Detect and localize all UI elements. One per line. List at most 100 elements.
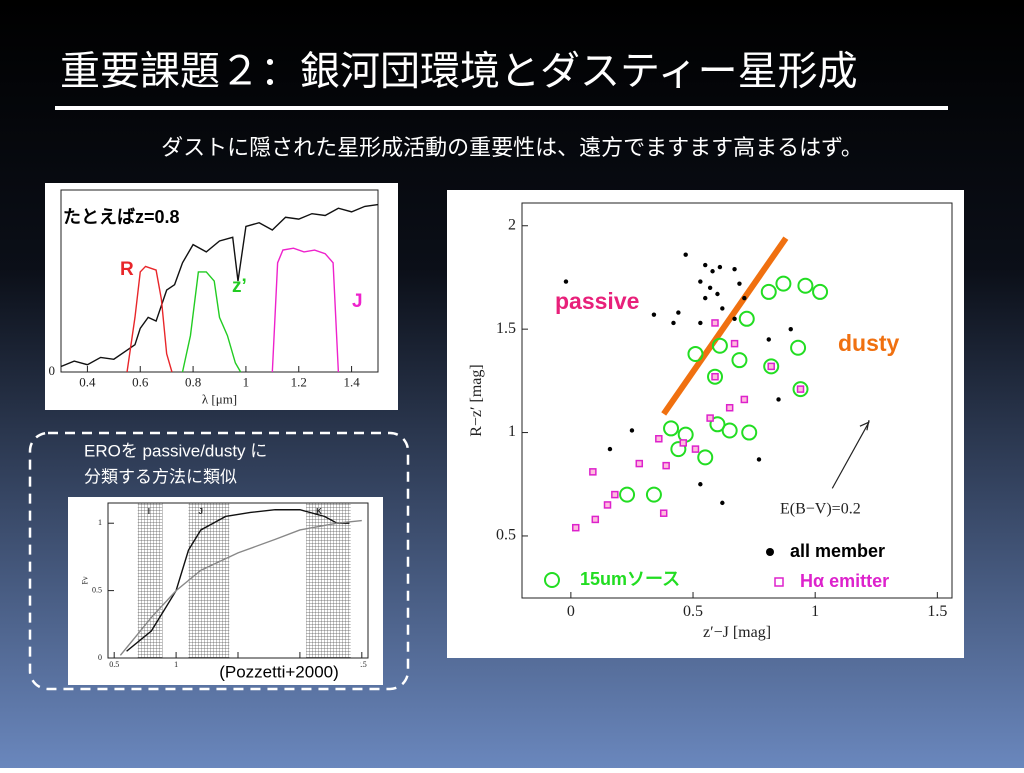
point <box>737 281 742 286</box>
annotation: たとえばz=0.8 <box>63 207 180 227</box>
point <box>711 337 728 354</box>
x-tick-label: 1.4 <box>343 375 360 390</box>
chart-panel <box>447 190 964 658</box>
annotation: dusty <box>838 330 900 356</box>
line <box>181 271 242 373</box>
x-tick-label: 0.5 <box>683 603 703 620</box>
point <box>607 446 613 452</box>
y-tick-label: 1 <box>508 423 516 440</box>
point <box>711 319 719 327</box>
point <box>683 252 688 257</box>
point <box>619 486 636 503</box>
point <box>792 381 809 398</box>
y-tick-label: 0 <box>49 363 56 378</box>
point <box>721 422 738 439</box>
point <box>703 262 708 268</box>
y-axis-label: Fν <box>80 576 89 584</box>
point <box>698 320 703 326</box>
point <box>710 269 715 274</box>
point <box>662 461 670 470</box>
source: (Pozzetti+2000) <box>219 662 339 681</box>
point <box>589 468 597 476</box>
divider <box>661 236 789 416</box>
x-tick-label: 0.8 <box>185 375 201 390</box>
line <box>60 203 379 368</box>
point <box>659 509 668 517</box>
point <box>766 337 771 342</box>
point <box>740 395 749 404</box>
band-label: I <box>148 507 150 516</box>
point <box>796 385 805 393</box>
y-tick-label: 0 <box>98 653 102 662</box>
line <box>126 265 173 373</box>
point <box>738 310 755 327</box>
plot-frame <box>60 189 379 373</box>
point <box>707 285 713 290</box>
point <box>731 352 748 369</box>
point <box>698 279 703 284</box>
point <box>717 264 723 270</box>
arrow-head <box>859 420 870 431</box>
point <box>730 339 739 348</box>
point <box>812 283 829 300</box>
annotation: E(B−V)=0.2 <box>780 501 861 518</box>
point <box>756 457 762 462</box>
legend-marker <box>544 572 560 588</box>
x-tick-label: 1 <box>811 603 819 620</box>
y-tick-label: 1.5 <box>496 320 516 337</box>
note-line: EROを passive/dusty に <box>84 441 267 460</box>
point <box>697 449 714 466</box>
point <box>788 326 793 332</box>
source-bg <box>198 661 360 685</box>
y-axis-label: R−z′ [mag] <box>468 364 485 437</box>
point <box>707 368 724 385</box>
point <box>651 312 657 317</box>
point <box>663 420 680 437</box>
x-axis-label: z′−J [mag] <box>703 624 771 641</box>
point <box>611 490 619 499</box>
point <box>591 515 600 524</box>
legend-label: J <box>352 291 363 312</box>
band <box>188 503 230 658</box>
point <box>679 439 687 447</box>
note-line: 分類する方法に類似 <box>84 467 237 486</box>
y-tick-label: 2 <box>508 216 516 233</box>
point <box>645 486 662 503</box>
x-tick-label: 0.5 <box>109 660 119 669</box>
y-tick-label: 0.5 <box>496 527 516 544</box>
arrow <box>831 421 870 489</box>
point <box>720 306 725 311</box>
legend-label: R <box>120 259 134 280</box>
note-box <box>28 431 410 691</box>
band-label: J <box>198 507 202 516</box>
legend-label: all member <box>790 541 885 561</box>
point <box>741 424 758 441</box>
plot-frame <box>521 202 953 599</box>
y-tick-label: 1 <box>98 518 102 527</box>
point <box>763 358 780 375</box>
point <box>732 316 737 322</box>
point <box>655 435 663 443</box>
point <box>776 397 781 402</box>
x-tick-label: 0.6 <box>132 375 149 390</box>
point <box>629 428 635 433</box>
point <box>698 482 703 487</box>
point <box>797 277 814 294</box>
legend-marker <box>774 577 784 587</box>
point <box>635 459 644 468</box>
x-tick-label: 1 <box>174 660 178 669</box>
annotation: passive <box>555 288 639 314</box>
point <box>767 362 775 371</box>
point <box>732 266 737 272</box>
line <box>119 519 362 656</box>
x-tick-label: 1.2 <box>291 375 307 390</box>
line <box>126 509 350 652</box>
point <box>709 416 726 433</box>
point <box>563 279 569 284</box>
x-tick-label: 1.5 <box>927 603 947 620</box>
point <box>670 441 687 458</box>
legend-label: Hα emitter <box>800 571 889 591</box>
x-axis-label: λ [μm] <box>202 392 237 407</box>
band-label: K <box>316 507 322 516</box>
